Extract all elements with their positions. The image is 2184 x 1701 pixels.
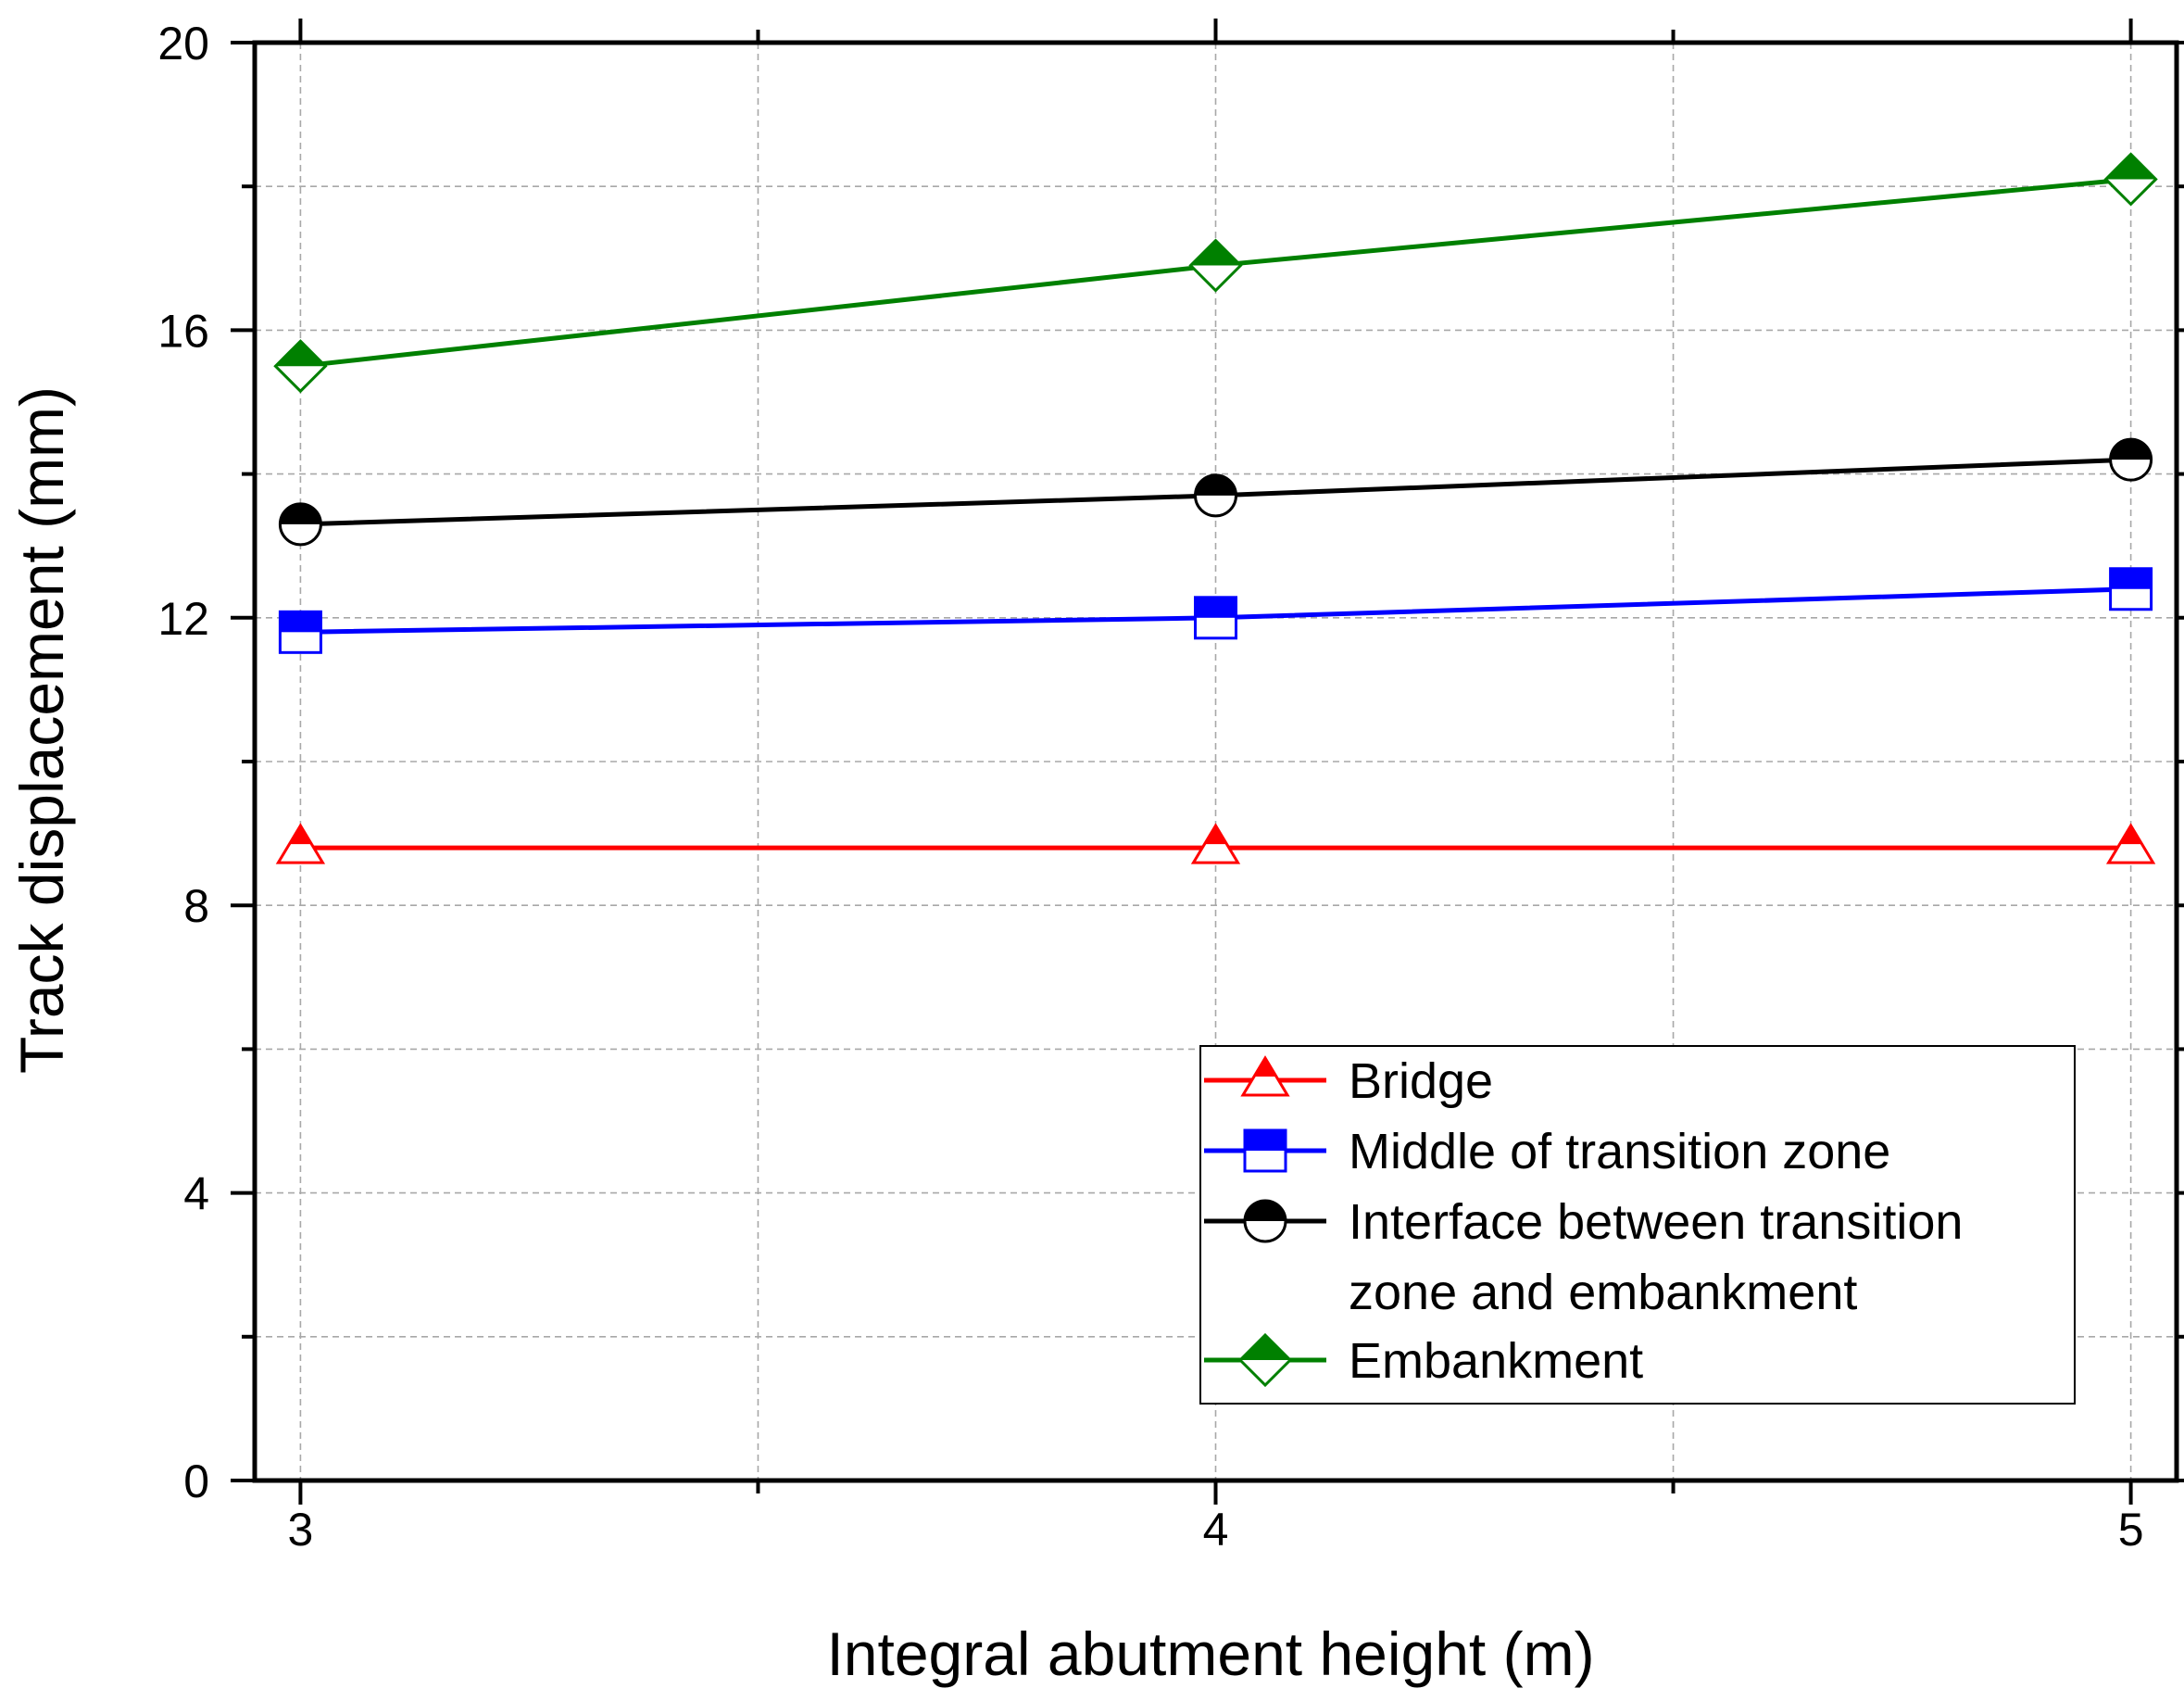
- data-point-triangle: [275, 823, 326, 864]
- y-tick-label: 8: [183, 880, 209, 932]
- data-point-square: [2109, 567, 2153, 611]
- legend-marker-triangle-fill: [1254, 1058, 1276, 1077]
- data-point-triangle-fill: [289, 825, 312, 845]
- legend-marker-diamond: [1237, 1332, 1293, 1388]
- data-point-circle: [2109, 437, 2153, 482]
- series-markers: [273, 152, 2158, 864]
- data-point-square-fill: [1195, 597, 1236, 618]
- legend-marker-square-fill: [1245, 1130, 1286, 1151]
- legend-label: Middle of transition zone: [1349, 1124, 1890, 1179]
- legend-label: Bridge: [1349, 1053, 1493, 1109]
- legend-marker-square: [1243, 1128, 1287, 1173]
- y-tick-label: 12: [157, 593, 209, 645]
- data-point-triangle-fill: [1204, 825, 1227, 845]
- data-point-circle: [1194, 473, 1237, 518]
- tick-labels: 3 4 5 0 4 8 12 16 20: [157, 18, 2143, 1556]
- data-point-square: [1194, 596, 1237, 640]
- data-point-diamond-fill: [1190, 240, 1241, 266]
- data-point-square: [278, 610, 322, 654]
- data-point-triangle: [2105, 823, 2156, 864]
- legend-marker-circle: [1243, 1199, 1287, 1243]
- data-point-diamond-fill: [2105, 154, 2156, 180]
- legend: Bridge Middle of transition zone Interface…: [1199, 1045, 2076, 1405]
- y-axis-title: Track displacement (mm): [7, 386, 76, 1074]
- data-point-triangle: [1190, 823, 1241, 864]
- x-tick-label: 3: [287, 1504, 313, 1556]
- x-tick-label: 5: [2118, 1504, 2144, 1556]
- y-tick-label: 4: [183, 1168, 209, 1220]
- y-tick-label: 16: [157, 305, 209, 357]
- legend-label: Interface between transition: [1349, 1194, 1963, 1250]
- data-point-diamond: [1188, 238, 1243, 293]
- axis-ticks: [231, 19, 2184, 1505]
- x-axis-title: Integral abutment height (m): [826, 1619, 1594, 1688]
- data-point-circle: [278, 502, 322, 547]
- data-point-diamond-fill: [275, 341, 326, 367]
- legend-box: [1199, 1045, 2076, 1405]
- y-tick-label: 0: [183, 1455, 209, 1507]
- data-point-circle-fill: [1195, 474, 1236, 496]
- data-point-square-fill: [280, 611, 321, 633]
- data-point-square-fill: [2110, 568, 2152, 589]
- data-point-diamond: [273, 339, 328, 394]
- data-point-circle-fill: [280, 503, 321, 524]
- data-point-circle-fill: [2110, 439, 2152, 460]
- legend-marker-circle-fill: [1245, 1201, 1286, 1221]
- data-point-diamond: [2103, 152, 2158, 207]
- data-point-triangle-fill: [2119, 825, 2142, 845]
- y-tick-label: 20: [157, 18, 209, 69]
- legend-marker-triangle: [1240, 1055, 1290, 1097]
- x-tick-label: 4: [1203, 1504, 1229, 1556]
- legend-label: Embankment: [1349, 1333, 1643, 1389]
- legend-marker-diamond-fill: [1240, 1335, 1290, 1360]
- legend-label: zone and embankment: [1349, 1265, 1857, 1320]
